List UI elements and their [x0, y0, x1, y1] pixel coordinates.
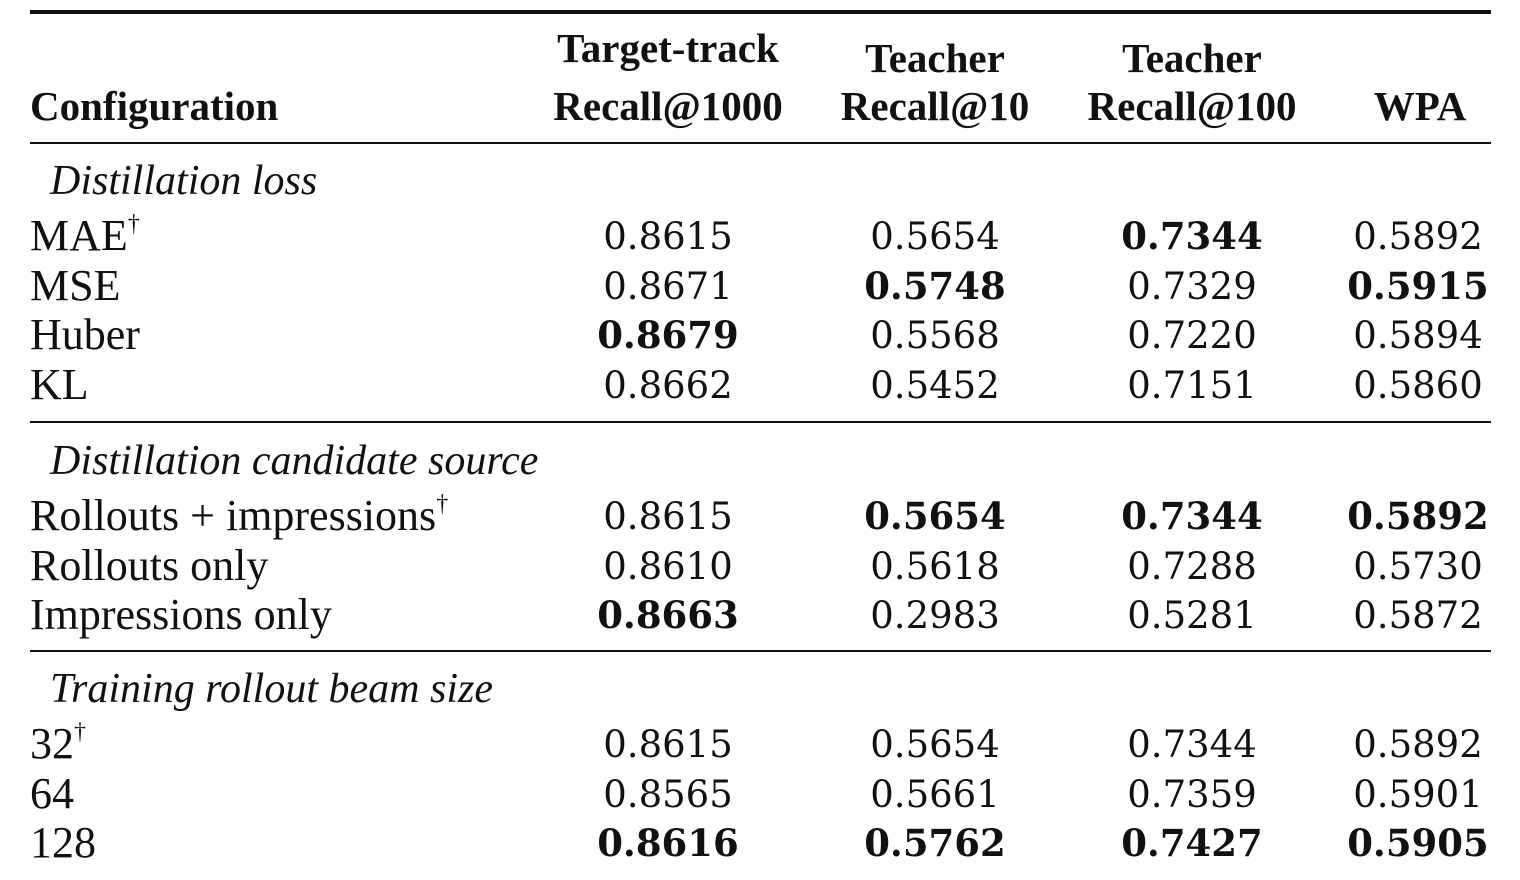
row-label-text: Rollouts only: [30, 540, 269, 590]
value-cell: 0.8662: [603, 363, 733, 407]
row-label-text: Huber: [30, 310, 140, 359]
value-cell: 0.8615: [603, 495, 733, 538]
value-cell: 0.5762: [864, 821, 1006, 865]
row-label-text: Rollouts + impressions: [30, 491, 437, 540]
section-rule: [30, 421, 1491, 423]
value-cell: 0.5661: [870, 772, 1000, 816]
value-cell: 0.5281: [1127, 594, 1257, 637]
value-cell: 0.5618: [870, 544, 1000, 588]
value-cell: 0.5452: [870, 363, 1000, 407]
value-cell: 0.8615: [603, 215, 733, 258]
value-cell: 0.7344: [1121, 214, 1263, 258]
row-label-text: MSE: [30, 260, 121, 310]
value-cell: 0.7220: [1127, 314, 1257, 357]
row-label-text: KL: [30, 359, 89, 409]
section-title: Training rollout beam size: [50, 666, 493, 712]
value-cell: 0.5654: [864, 494, 1006, 538]
value-cell: 0.5568: [870, 314, 1000, 357]
row-label: 32†: [30, 719, 86, 768]
row-label: 128: [30, 821, 96, 865]
dagger-mark: †: [436, 491, 449, 517]
row-label: Impressions only: [30, 593, 332, 637]
row-label-text: Impressions only: [30, 590, 332, 639]
row-label: 64: [30, 768, 74, 818]
header-target-track-line2: Recall@1000: [553, 83, 783, 129]
header-wpa: WPA: [1373, 83, 1467, 129]
header-teacher-r100-line1: Teacher: [1122, 35, 1262, 81]
row-label: Rollouts only: [30, 540, 269, 590]
header-configuration: Configuration: [30, 83, 279, 129]
value-cell: 0.5730: [1353, 544, 1483, 588]
header-teacher-r10-line1: Teacher: [865, 35, 1005, 81]
value-cell: 0.5748: [864, 263, 1006, 308]
value-cell: 0.8663: [597, 593, 739, 637]
row-label: Rollouts + impressions†: [30, 491, 449, 540]
value-cell: 0.5654: [870, 215, 1000, 258]
row-label: MSE: [30, 260, 121, 310]
dagger-mark: †: [74, 719, 86, 745]
value-cell: 0.5872: [1353, 594, 1483, 637]
value-cell: 0.8615: [603, 723, 733, 766]
header-target-track-line1: Target-track: [557, 25, 779, 71]
value-cell: 0.5654: [870, 723, 1000, 766]
value-cell: 0.7151: [1127, 363, 1257, 407]
value-cell: 0.8565: [603, 772, 733, 816]
value-cell: 0.5915: [1347, 263, 1489, 308]
value-cell: 0.7344: [1127, 723, 1257, 766]
value-cell: 0.5860: [1353, 363, 1483, 407]
value-cell: 0.7359: [1127, 772, 1257, 816]
value-cell: 0.5892: [1353, 215, 1483, 258]
row-label: MAE†: [30, 211, 140, 260]
row-label-text: MAE: [30, 211, 128, 260]
value-cell: 0.2983: [870, 594, 1000, 637]
value-cell: 0.8671: [603, 264, 733, 308]
value-cell: 0.5892: [1353, 723, 1483, 766]
value-cell: 0.7329: [1127, 264, 1257, 308]
value-cell: 0.7288: [1127, 544, 1257, 588]
section-rule: [30, 650, 1491, 652]
value-cell: 0.5901: [1353, 772, 1483, 816]
dagger-mark: †: [127, 211, 140, 237]
row-label-text: 128: [30, 818, 96, 867]
top-rule: [30, 10, 1491, 14]
header-teacher-r100-line2: Recall@100: [1087, 83, 1297, 129]
value-cell: 0.8616: [597, 821, 739, 865]
section-title: Distillation candidate source: [50, 438, 539, 484]
row-label: Huber: [30, 313, 140, 357]
row-label-text: 32: [30, 719, 74, 768]
value-cell: 0.5894: [1353, 314, 1483, 357]
value-cell: 0.7427: [1121, 821, 1263, 865]
value-cell: 0.5905: [1347, 821, 1489, 865]
header-teacher-r10-line2: Recall@10: [840, 83, 1030, 129]
row-label: KL: [30, 359, 89, 409]
value-cell: 0.8610: [603, 544, 733, 588]
row-label-text: 64: [30, 768, 74, 818]
section-title: Distillation loss: [50, 158, 318, 204]
value-cell: 0.8679: [597, 313, 739, 357]
header-rule: [30, 142, 1491, 144]
value-cell: 0.5892: [1347, 494, 1489, 538]
value-cell: 0.7344: [1121, 494, 1263, 538]
